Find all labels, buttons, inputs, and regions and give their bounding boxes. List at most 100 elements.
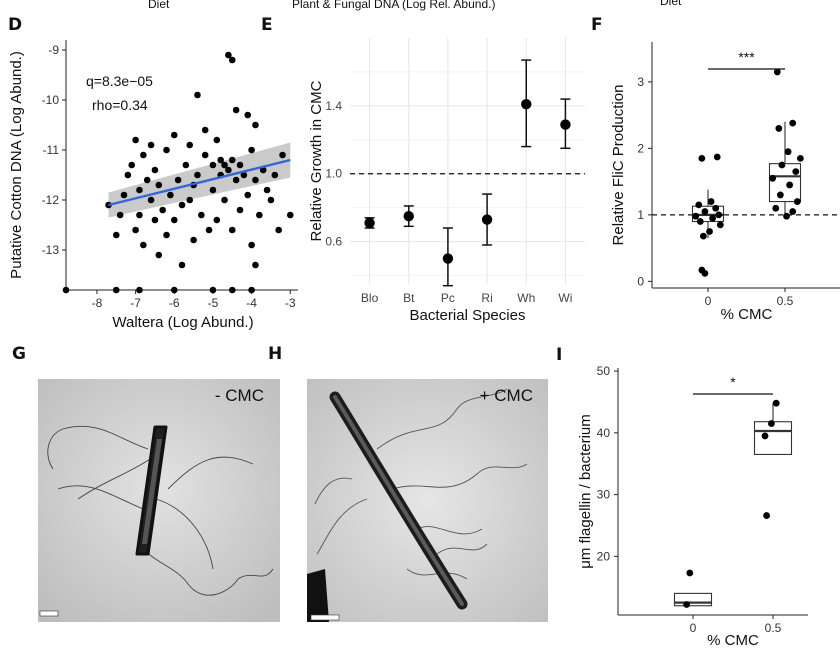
chart-d: D -8 -7 -6 -5 -4 -3 -9 -10 -11 -12 -13 Waltera (Log … (8, 15, 298, 331)
d-data-point (213, 216, 221, 224)
d-data-point (112, 286, 120, 294)
d-data-point (228, 286, 236, 294)
i-x-axis-label: % CMC (707, 632, 759, 649)
d-data-point (252, 261, 259, 269)
d-data-point (221, 196, 228, 204)
f-data-point (707, 198, 715, 205)
d-data-point (120, 191, 128, 199)
micrograph-h: + CMC (307, 379, 548, 622)
d-data-point (186, 141, 194, 149)
d-data-point (201, 126, 209, 134)
d-data-point (271, 171, 279, 179)
d-data-point (267, 196, 275, 204)
d-data-point (132, 136, 139, 144)
d-data-point (252, 176, 259, 184)
d-data-point (209, 161, 217, 169)
i-data-point (761, 432, 769, 440)
e-y-tick-label: 0.6 (325, 235, 342, 249)
d-data-point (221, 161, 228, 169)
f-data-point (793, 198, 801, 205)
i-x-tick-label: 0 (690, 621, 697, 635)
f-y-tick-label: 3 (637, 75, 644, 89)
d-data-point (244, 111, 252, 119)
i-x-tick-label: 0.5 (765, 621, 782, 635)
f-data-point (789, 119, 797, 127)
d-data-point (286, 211, 294, 219)
f-data-point (701, 208, 709, 215)
d-y-tick-label: -11 (43, 143, 60, 157)
d-data-point (136, 211, 143, 219)
d-data-point (155, 251, 163, 259)
d-data-point (228, 56, 236, 64)
i-y-tick-label: 30 (597, 488, 611, 502)
f-data-point (692, 212, 700, 220)
e-data-point (442, 253, 454, 264)
f-data-point (709, 214, 717, 222)
e-y-tick-label: 1.0 (325, 167, 342, 181)
f-data-point (786, 181, 794, 189)
panel-label-d: D (8, 15, 22, 35)
chart-f: F 0 1 2 3 0 0.5 *** % CMC Relative FliC Productio… (591, 15, 840, 323)
d-x-tick-label: -7 (130, 296, 141, 310)
d-data-point (62, 286, 70, 294)
i-data-point (772, 399, 780, 407)
f-data-point (792, 168, 800, 176)
f-data-point (775, 125, 783, 132)
e-x-tick-label: Wi (558, 291, 572, 305)
f-y-tick-label: 1 (637, 208, 644, 222)
d-y-axis-label: Putative Cotton DNA (Log Abund.) (8, 51, 25, 279)
f-significance-label: *** (738, 49, 755, 65)
d-data-point (174, 176, 182, 184)
d-data-point (151, 166, 159, 174)
d-data-point (167, 191, 174, 199)
f-data-point (713, 153, 721, 161)
d-data-point (279, 151, 286, 159)
d-data-point (124, 171, 132, 179)
i-y-tick-label: 20 (597, 549, 611, 563)
d-data-point (209, 286, 217, 294)
d-data-point (147, 141, 155, 149)
cropped-title-diet-left: Diet (148, 0, 170, 11)
i-box (673, 592, 713, 607)
d-data-point (263, 186, 271, 194)
e-x-tick-label: Pc (441, 291, 455, 305)
d-data-point (252, 121, 259, 129)
f-x-axis-label: % CMC (721, 306, 773, 323)
panel-label-e: E (261, 15, 273, 35)
d-annotation-rho: rho=0.34 (92, 97, 148, 113)
d-data-point (198, 211, 205, 219)
f-data-point (783, 212, 790, 220)
i-box (753, 421, 793, 456)
i-data-point (768, 420, 775, 427)
d-data-point (248, 241, 255, 249)
e-data-point (521, 98, 532, 110)
f-x-tick-label: 0 (705, 294, 712, 308)
d-y-tick-label: -10 (42, 93, 60, 107)
micrograph-g-image: - CMC (38, 379, 280, 622)
d-data-point (147, 196, 155, 204)
f-data-point (716, 221, 724, 229)
i-y-tick-label: 40 (597, 426, 611, 440)
e-data-point (364, 217, 375, 229)
f-data-point (776, 191, 784, 199)
d-data-point (178, 201, 186, 209)
f-y-axis-label: Relative FliC Production (610, 85, 627, 246)
d-data-point (194, 91, 201, 99)
d-data-point (112, 231, 120, 239)
d-y-tick-label: -9 (48, 43, 59, 57)
f-data-point (701, 269, 709, 277)
d-data-point (140, 151, 147, 159)
e-x-tick-label: Ri (481, 291, 492, 305)
d-data-point (170, 216, 178, 224)
d-data-point (143, 176, 151, 184)
d-data-point (228, 226, 236, 234)
f-data-point (772, 204, 780, 212)
e-y-axis-label: Relative Growth in CMC (308, 80, 325, 241)
f-data-point (698, 154, 706, 162)
d-data-point (259, 166, 267, 174)
d-data-point (236, 161, 244, 169)
e-data-point (481, 214, 493, 225)
f-data-point (797, 154, 804, 162)
f-data-point (706, 228, 713, 235)
e-data-point (403, 210, 414, 222)
